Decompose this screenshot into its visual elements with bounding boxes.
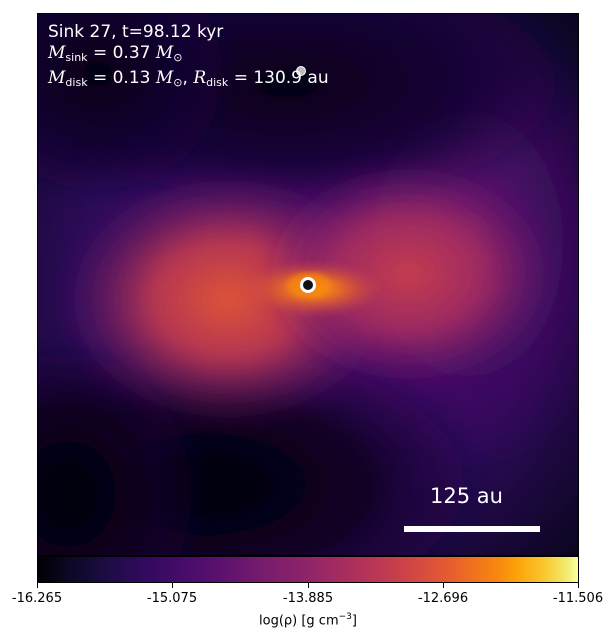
disk-params-line: Mdisk = 0.13 M⊙, Rdisk = 130.9 au — [48, 68, 329, 89]
colorbar-tick — [443, 583, 444, 588]
colorbar-tick-label: -11.506 — [552, 591, 604, 606]
colorbar-tick — [578, 583, 579, 588]
colorbar-tick — [37, 583, 38, 588]
colorbar-tick-label: -16.265 — [11, 591, 63, 606]
density-map-panel: Sink 27, t=98.12 kyr Msink = 0.37 M⊙ Mdi… — [37, 13, 579, 556]
colorbar — [37, 556, 579, 583]
colorbar-tick-label: -15.075 — [146, 591, 198, 606]
sink-mass-line: Msink = 0.37 M⊙ — [48, 43, 183, 64]
scale-bar-label: 125 au — [430, 484, 503, 508]
colorbar-tick — [308, 583, 309, 588]
secondary-sink-marker — [296, 66, 306, 76]
sink-marker — [300, 277, 316, 293]
colorbar-tick-label: -13.885 — [282, 591, 334, 606]
density-map — [38, 14, 578, 555]
colorbar-label: log(ρ) [g cm−3] — [259, 612, 357, 629]
colorbar-tick-label: -12.696 — [417, 591, 469, 606]
sink-title: Sink 27, t=98.12 kyr — [48, 22, 224, 42]
annotation-block: Sink 27, t=98.12 kyr Msink = 0.37 M⊙ Mdi… — [48, 22, 329, 93]
colorbar-tick — [172, 583, 173, 588]
scale-bar — [404, 526, 540, 532]
